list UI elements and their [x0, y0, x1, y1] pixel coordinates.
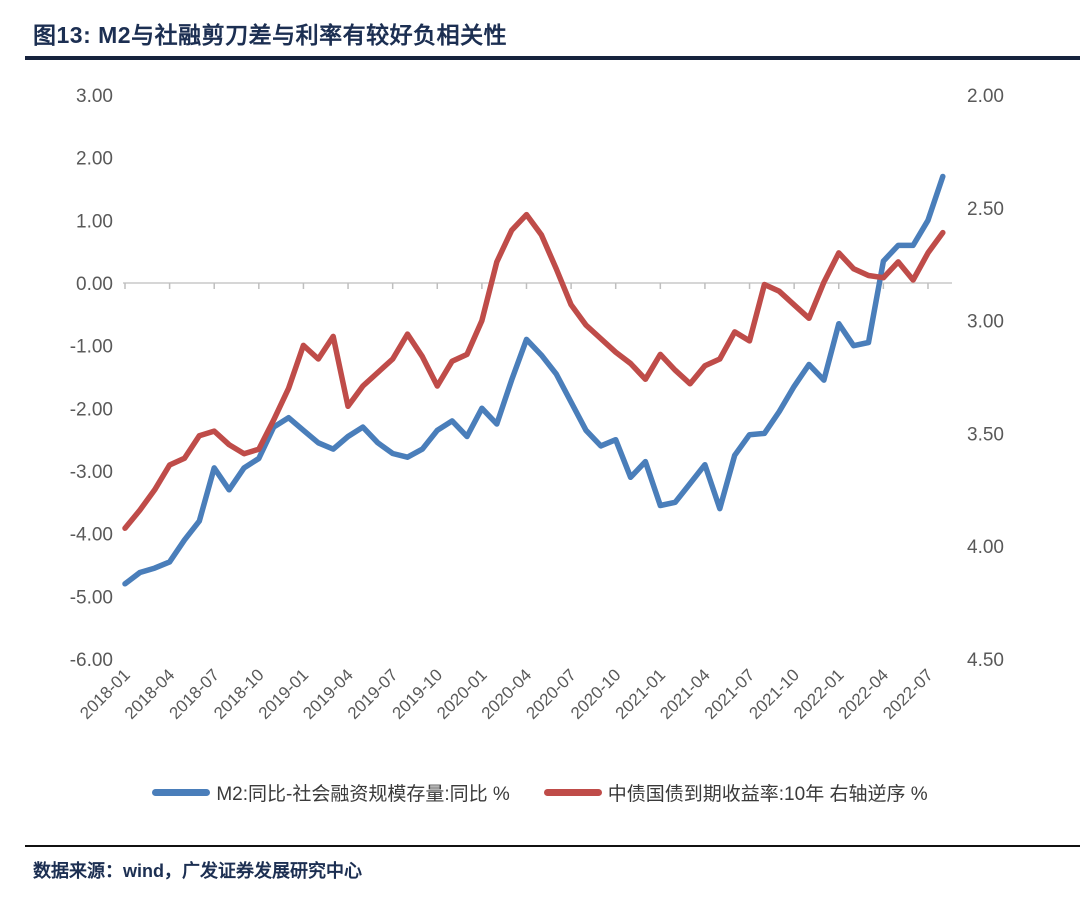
series-line-cgb-10y-yield: [122, 211, 946, 531]
right-axis-label: 3.50: [967, 424, 1004, 445]
footer-rule: [25, 845, 1080, 847]
data-source-text: 数据来源：wind，广发证券发展研究中心: [33, 861, 362, 881]
legend-swatch-red: [543, 788, 602, 796]
title-rule: [25, 56, 1080, 60]
legend-item-m2: M2:同比-社会融资规模存量:同比 %: [152, 779, 510, 806]
legend-swatch-blue: [152, 788, 211, 796]
legend-label-m2: M2:同比-社会融资规模存量:同比 %: [216, 783, 510, 805]
right-axis-label: 2.00: [967, 86, 1004, 107]
right-axis-label: 4.50: [967, 650, 1004, 671]
left-axis-label: -6.00: [70, 650, 113, 671]
chart-legend: M2:同比-社会融资规模存量:同比 % 中债国债到期收益率:10年 右轴逆序 %: [0, 772, 1080, 812]
left-axis-label: -2.00: [70, 399, 113, 420]
left-axis-label: -5.00: [70, 587, 113, 608]
series-line-m2-tsf-spread: [122, 173, 946, 587]
figure-title: 图13: M2与社融剪刀差与利率有较好负相关性: [33, 22, 508, 48]
left-axis-label: 2.00: [76, 149, 113, 170]
legend-label-yield: 中债国债到期收益率:10年 右轴逆序 %: [607, 783, 928, 805]
left-axis-label: -3.00: [70, 462, 113, 483]
legend-item-yield: 中债国债到期收益率:10年 右轴逆序 %: [543, 779, 928, 806]
left-axis-label: -4.00: [70, 525, 113, 546]
line-chart: 3.00 2.00 1.00 0.00 -1.00 -2.00 -3.00 -4.00 -5.0…: [70, 86, 1004, 723]
left-axis-label: 1.00: [76, 211, 113, 232]
left-axis-label: -1.00: [70, 337, 113, 358]
right-axis-label: 2.50: [967, 199, 1004, 220]
chart-area: 3.00 2.00 1.00 0.00 -1.00 -2.00 -3.00 -4.00 -5.0…: [0, 64, 1080, 764]
right-axis-label: 4.00: [967, 537, 1004, 558]
right-axis-label: 3.00: [967, 312, 1004, 333]
left-axis-label: 3.00: [76, 86, 113, 107]
x-axis-label: 2022-07: [879, 665, 937, 723]
left-axis-label: 0.00: [76, 274, 113, 295]
